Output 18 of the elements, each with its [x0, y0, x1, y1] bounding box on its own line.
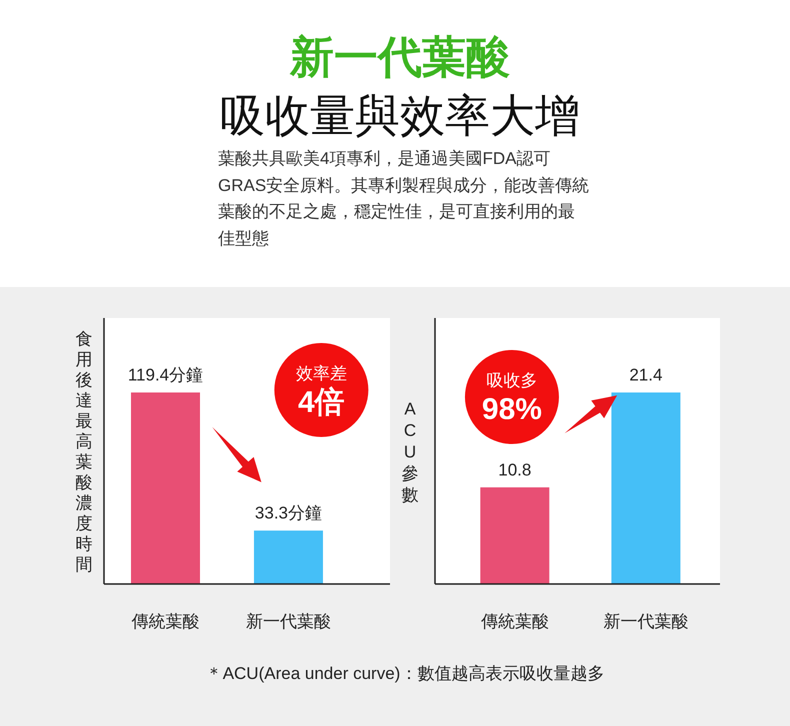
- text: 吸收量與效率大增: [219, 89, 581, 143]
- text: 新一代葉酸: [288, 32, 511, 84]
- text: ＊ACU(Area under curve)：數值越高表示吸收量越多: [206, 664, 604, 683]
- data-label: 21.4: [629, 365, 662, 384]
- x-tick-label: 新一代葉酸: [603, 612, 688, 631]
- text: 吸收多: [486, 371, 538, 390]
- annotation: 98%: [482, 393, 542, 426]
- x-tick-label: 傳統葉酸: [480, 612, 549, 631]
- annotation: 4倍: [298, 386, 345, 419]
- data-label: 119.4分鐘: [128, 365, 204, 384]
- text: 食用後達最高葉酸濃度時間: [76, 329, 92, 574]
- text: 效率差: [296, 364, 347, 383]
- x-tick-label: 傳統葉酸: [130, 612, 200, 631]
- x-tick-label: 新一代葉酸: [246, 612, 331, 631]
- data-label: 10.8: [498, 460, 532, 480]
- data-label: 33.3分鐘: [254, 504, 322, 523]
- text: 葉酸共具歐美4項專利，是通過美國FDA認可GRAS安全原料。其專利製程與成分，能改善傳統葉酸的不足之處，穩定性佳，是可直接利用的最佳型態: [218, 148, 590, 250]
- y-axis-title: ACU參數: [402, 399, 418, 504]
